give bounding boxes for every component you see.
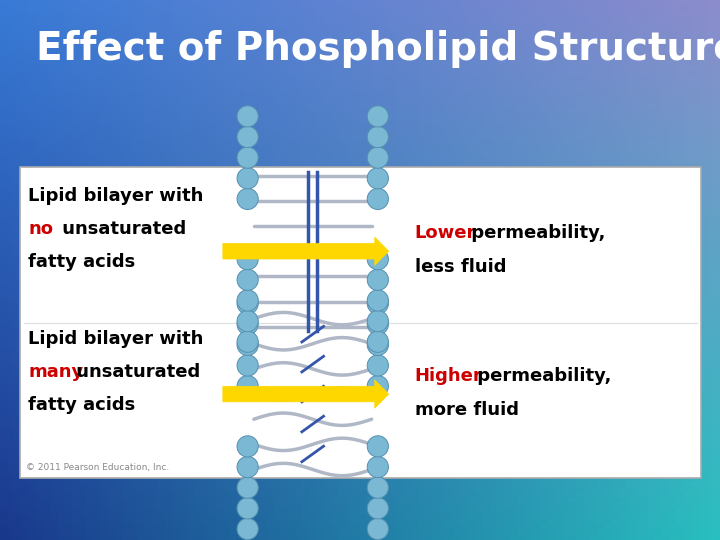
Ellipse shape xyxy=(237,456,258,477)
Text: many: many xyxy=(28,363,84,381)
Ellipse shape xyxy=(367,248,388,270)
FancyArrow shape xyxy=(222,237,389,265)
Text: permeability,: permeability, xyxy=(471,367,611,385)
Text: more fluid: more fluid xyxy=(415,401,518,419)
Ellipse shape xyxy=(237,314,258,335)
Bar xyxy=(20,167,701,478)
Text: Higher: Higher xyxy=(415,367,482,385)
Ellipse shape xyxy=(367,290,388,311)
Text: © 2011 Pearson Education, Inc.: © 2011 Pearson Education, Inc. xyxy=(26,463,169,472)
Ellipse shape xyxy=(237,355,258,376)
Ellipse shape xyxy=(367,456,388,477)
Ellipse shape xyxy=(237,168,258,189)
Ellipse shape xyxy=(367,477,388,498)
Ellipse shape xyxy=(367,126,388,147)
Text: Effect of Phospholipid Structure: Effect of Phospholipid Structure xyxy=(36,30,720,68)
Ellipse shape xyxy=(237,126,258,147)
Text: fatty acids: fatty acids xyxy=(28,396,135,414)
Text: fatty acids: fatty acids xyxy=(28,253,135,271)
Text: Lipid bilayer with: Lipid bilayer with xyxy=(28,330,204,348)
Ellipse shape xyxy=(367,188,388,210)
Text: Lower: Lower xyxy=(415,224,476,242)
Ellipse shape xyxy=(367,436,388,457)
Ellipse shape xyxy=(237,106,258,127)
Ellipse shape xyxy=(367,518,388,539)
Ellipse shape xyxy=(367,310,388,332)
Text: Lipid bilayer with: Lipid bilayer with xyxy=(28,187,204,205)
Ellipse shape xyxy=(237,188,258,210)
Ellipse shape xyxy=(237,375,258,397)
FancyArrow shape xyxy=(222,380,389,408)
Ellipse shape xyxy=(367,355,388,376)
Text: less fluid: less fluid xyxy=(415,258,506,276)
Ellipse shape xyxy=(367,498,388,519)
Ellipse shape xyxy=(237,477,258,498)
Ellipse shape xyxy=(237,331,258,353)
Ellipse shape xyxy=(237,147,258,168)
Ellipse shape xyxy=(237,518,258,539)
Text: permeability,: permeability, xyxy=(464,224,605,242)
Ellipse shape xyxy=(237,436,258,457)
Ellipse shape xyxy=(237,293,258,314)
Ellipse shape xyxy=(367,375,388,397)
Text: no: no xyxy=(28,220,53,238)
Ellipse shape xyxy=(367,147,388,168)
Ellipse shape xyxy=(367,331,388,353)
Ellipse shape xyxy=(237,269,258,291)
Text: unsaturated: unsaturated xyxy=(70,363,200,381)
Ellipse shape xyxy=(237,248,258,270)
Ellipse shape xyxy=(367,168,388,189)
Text: unsaturated: unsaturated xyxy=(56,220,186,238)
Ellipse shape xyxy=(237,498,258,519)
Ellipse shape xyxy=(367,269,388,291)
Ellipse shape xyxy=(367,334,388,355)
Ellipse shape xyxy=(237,290,258,311)
Ellipse shape xyxy=(237,334,258,355)
Ellipse shape xyxy=(367,314,388,335)
Ellipse shape xyxy=(367,106,388,127)
Ellipse shape xyxy=(367,293,388,314)
Ellipse shape xyxy=(237,310,258,332)
